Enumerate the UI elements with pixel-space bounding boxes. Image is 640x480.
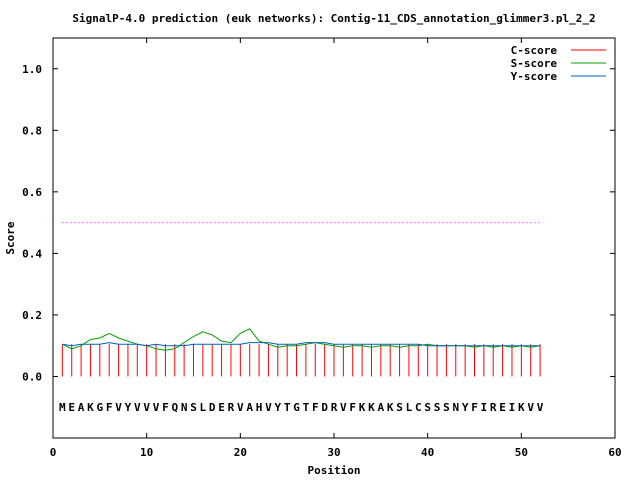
y-tick-label: 0.0 <box>22 370 42 383</box>
sequence-residue: D <box>209 401 216 414</box>
legend-label-y-score: Y-score <box>511 70 558 83</box>
sequence-residue: K <box>368 401 375 414</box>
sequence-residue: C <box>415 401 422 414</box>
sequence-residue: Y <box>125 401 132 414</box>
y-axis-ticks: 0.0 0.2 0.4 0.6 0.8 1.0 <box>22 63 615 383</box>
sequence-residue: M <box>59 401 66 414</box>
sequence-residue: F <box>106 401 113 414</box>
series-layer <box>61 328 541 377</box>
x-axis-ticks: 0 10 20 30 40 50 60 <box>50 38 622 459</box>
sequence-residue: I <box>481 401 488 414</box>
sequence-residue: Y <box>462 401 469 414</box>
y-tick-label: 0.8 <box>22 124 42 137</box>
sequence-residue: F <box>312 401 319 414</box>
sequence-residue: S <box>434 401 441 414</box>
sequence-residue: V <box>237 401 244 414</box>
x-tick-label: 10 <box>140 446 153 459</box>
sequence-residue: K <box>518 401 525 414</box>
sequence-residue: G <box>293 401 300 414</box>
sequence-residue: V <box>115 401 122 414</box>
sequence-residue: V <box>537 401 544 414</box>
y-score-line <box>62 342 541 347</box>
y-tick-label: 0.2 <box>22 309 42 322</box>
x-tick-label: 30 <box>327 446 340 459</box>
sequence-residue: D <box>321 401 328 414</box>
sequence-residue: S <box>443 401 450 414</box>
x-tick-label: 20 <box>234 446 247 459</box>
sequence-residue: R <box>331 401 338 414</box>
y-tick-label: 0.4 <box>22 247 42 260</box>
x-tick-label: 50 <box>515 446 528 459</box>
x-axis-label: Position <box>308 464 361 477</box>
legend-label-c-score: C-score <box>511 44 558 57</box>
sequence-residue: A <box>378 401 385 414</box>
y-tick-label: 1.0 <box>22 63 42 76</box>
sequence-residue: F <box>162 401 169 414</box>
sequence-residue: N <box>181 401 188 414</box>
s-score-line <box>62 328 541 351</box>
sequence-residue: V <box>265 401 272 414</box>
sequence-residue: R <box>490 401 497 414</box>
sequence-residue: V <box>143 401 150 414</box>
sequence-residue: G <box>97 401 104 414</box>
sequence-residue: T <box>284 401 291 414</box>
sequence-residue: V <box>527 401 534 414</box>
sequence-residue: Y <box>274 401 281 414</box>
sequence-residue: F <box>349 401 356 414</box>
sequence-residue: K <box>87 401 94 414</box>
sequence-residue: L <box>406 401 413 414</box>
y-axis-label: Score <box>4 221 17 254</box>
sequence-residue: S <box>396 401 403 414</box>
x-tick-label: 60 <box>608 446 621 459</box>
sequence-residue: K <box>359 401 366 414</box>
chart-title: SignalP-4.0 prediction (euk networks): C… <box>72 12 595 25</box>
sequence-residue: T <box>303 401 310 414</box>
sequence-residue: E <box>68 401 75 414</box>
sequence-residue: A <box>78 401 85 414</box>
sequence-residue: I <box>509 401 516 414</box>
sequence-residue: S <box>424 401 431 414</box>
sequence-residue: S <box>190 401 197 414</box>
x-tick-label: 0 <box>50 446 57 459</box>
sequence-residue: V <box>153 401 160 414</box>
plot-frame <box>52 37 616 439</box>
sequence-residue: A <box>246 401 253 414</box>
legend-label-s-score: S-score <box>511 57 558 70</box>
y-tick-label: 0.6 <box>22 186 42 199</box>
sequence-residue: V <box>340 401 347 414</box>
sequence-residue: E <box>218 401 225 414</box>
sequence-residue: H <box>256 401 263 414</box>
x-tick-label: 40 <box>421 446 434 459</box>
sequence-residue: K <box>387 401 394 414</box>
sequence-residue: N <box>452 401 459 414</box>
sequence-residue: E <box>499 401 506 414</box>
sequence-residue: F <box>471 401 478 414</box>
sequence-residue: Q <box>171 401 178 414</box>
sequence-residue: R <box>228 401 235 414</box>
sequence-residue: L <box>200 401 207 414</box>
sequence-residue: V <box>134 401 141 414</box>
